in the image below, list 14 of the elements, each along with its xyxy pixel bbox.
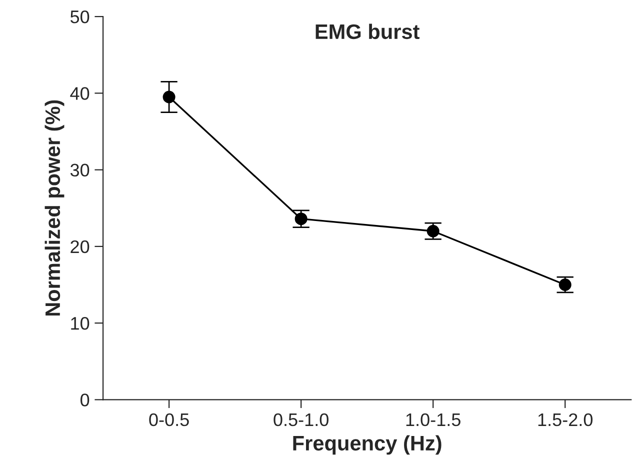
x-axis-title: Frequency (Hz) xyxy=(293,435,442,455)
point xyxy=(162,90,176,104)
y-tick-label: 10 xyxy=(71,316,90,330)
x-tick-label: 1.5-2.0 xyxy=(538,413,593,426)
x-tick-label: 0-0.5 xyxy=(149,413,189,426)
chart-title: EMG burst xyxy=(316,24,420,40)
y-tick-label: 50 xyxy=(70,10,90,24)
y-tick-label: 40 xyxy=(70,87,90,100)
y-tick-label: 0 xyxy=(80,394,90,406)
y-axis-title: Normalized power (%) xyxy=(44,100,64,316)
y-tick-label: 30 xyxy=(70,164,90,177)
x-tick-label: 1.0-1.5 xyxy=(406,413,460,426)
x-tick-label: 0.5-1.0 xyxy=(274,413,328,426)
y-tick-label: 20 xyxy=(70,240,90,254)
